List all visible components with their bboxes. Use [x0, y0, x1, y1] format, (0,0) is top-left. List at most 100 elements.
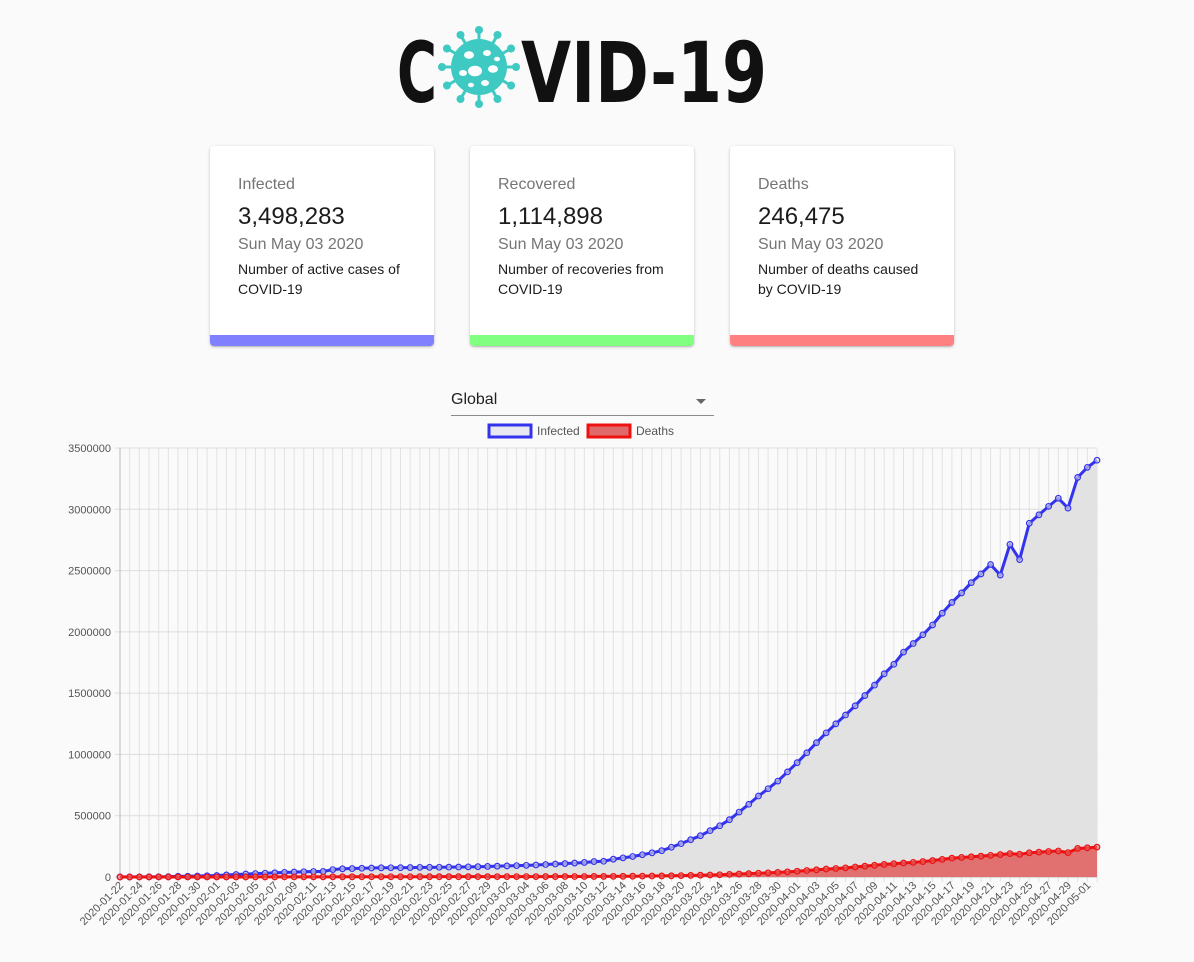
legend-label: Infected	[537, 424, 580, 438]
data-point-deaths	[203, 873, 211, 881]
data-point-infected	[842, 711, 849, 719]
data-point-deaths	[242, 873, 250, 881]
virus-spike-tip	[507, 44, 516, 53]
data-point-deaths	[300, 873, 308, 881]
data-point-infected	[580, 859, 588, 866]
data-point-deaths	[755, 869, 762, 877]
data-point-deaths	[339, 873, 346, 881]
data-point-deaths	[406, 873, 414, 881]
data-point-deaths	[1045, 848, 1053, 855]
data-point-deaths	[861, 862, 869, 870]
data-point-infected	[861, 692, 869, 699]
virus-spot	[464, 51, 474, 59]
y-tick-label: 3000000	[68, 504, 111, 516]
data-point-infected	[1054, 494, 1062, 502]
data-point-deaths	[416, 873, 424, 881]
virus-spot	[488, 65, 498, 73]
data-point-deaths	[571, 873, 579, 880]
data-point-deaths	[281, 873, 288, 881]
data-point-infected	[348, 865, 356, 872]
data-point-infected	[416, 863, 424, 871]
data-point-deaths	[213, 873, 221, 881]
virus-spike-tip	[512, 63, 520, 71]
data-point-deaths	[648, 872, 656, 880]
card-value: 1,114,898	[498, 203, 603, 230]
data-point-infected	[755, 792, 762, 800]
data-point-infected	[735, 808, 743, 816]
virus-spot	[494, 56, 500, 62]
y-tick-label: 1000000	[68, 749, 111, 761]
data-point-deaths	[1025, 849, 1033, 857]
data-point-deaths	[358, 873, 366, 881]
data-point-infected	[697, 832, 704, 840]
data-point-deaths	[803, 867, 811, 874]
data-point-deaths	[629, 872, 637, 880]
data-point-deaths	[890, 860, 898, 868]
y-tick-label: 500000	[74, 811, 111, 823]
data-point-deaths	[493, 873, 501, 881]
data-point-infected	[726, 816, 733, 824]
card-color-bar	[730, 335, 954, 346]
data-point-infected	[426, 863, 433, 871]
data-point-infected	[1006, 541, 1014, 548]
data-point-infected	[484, 863, 491, 870]
data-point-infected	[1083, 463, 1091, 471]
data-point-deaths	[513, 873, 520, 881]
data-point-infected	[967, 579, 975, 587]
data-point-infected	[571, 859, 579, 867]
data-point-infected	[996, 571, 1004, 579]
data-point-deaths	[929, 857, 936, 864]
data-point-infected	[958, 589, 965, 597]
y-tick-label: 2000000	[68, 627, 111, 639]
data-point-deaths	[223, 873, 230, 881]
data-point-infected	[793, 759, 801, 767]
y-tick-label: 3500000	[68, 443, 111, 455]
data-point-infected	[1045, 502, 1053, 510]
data-point-deaths	[445, 873, 453, 881]
data-point-deaths	[590, 873, 598, 880]
data-point-deaths	[813, 866, 820, 874]
data-point-infected	[890, 660, 898, 668]
data-point-infected	[435, 863, 443, 871]
data-point-deaths	[735, 870, 743, 878]
data-point-deaths	[658, 872, 666, 880]
virus-spike-tip	[493, 95, 502, 104]
data-point-infected	[619, 854, 627, 862]
data-point-infected	[319, 868, 327, 875]
data-point-infected	[774, 777, 782, 785]
data-point-deaths	[1035, 848, 1043, 856]
data-point-deaths	[329, 873, 337, 881]
data-point-infected	[822, 729, 830, 737]
data-point-deaths	[677, 872, 685, 880]
data-point-deaths	[1074, 845, 1082, 852]
data-point-deaths	[1093, 843, 1101, 851]
card-color-bar	[470, 335, 694, 346]
chevron-down-icon[interactable]	[696, 399, 706, 404]
data-point-infected	[387, 864, 395, 872]
data-point-deaths	[503, 873, 511, 881]
country-select[interactable]: Global	[451, 384, 714, 416]
data-point-deaths	[464, 873, 472, 881]
logo-text-c: C	[397, 24, 437, 110]
data-point-infected	[445, 863, 453, 871]
data-point-infected	[919, 631, 927, 639]
data-point-deaths	[271, 873, 279, 881]
virus-spike-tip	[507, 81, 516, 90]
data-point-deaths	[938, 855, 946, 863]
deaths-card: Deaths 246,475 Sun May 03 2020 Number of…	[730, 146, 954, 346]
data-point-infected	[503, 862, 511, 870]
logo-text-vid19: VID-19	[521, 24, 767, 110]
card-title: Recovered	[498, 176, 576, 193]
data-point-deaths	[987, 851, 994, 859]
data-point-infected	[1035, 511, 1043, 519]
data-point-infected	[397, 864, 404, 872]
data-point-deaths	[484, 873, 491, 881]
data-point-deaths	[832, 865, 840, 872]
data-point-deaths	[164, 873, 172, 881]
legend-swatch	[586, 423, 632, 439]
data-point-infected	[339, 865, 346, 873]
card-description: Number of recoveries from COVID-19	[498, 261, 664, 297]
data-point-infected	[455, 863, 462, 871]
data-point-deaths	[793, 867, 801, 875]
data-point-infected	[716, 822, 724, 830]
